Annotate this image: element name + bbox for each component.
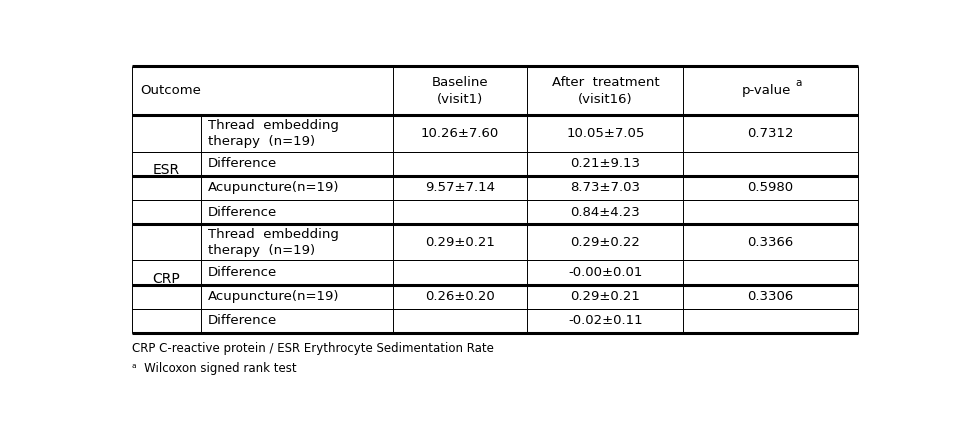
Text: Thread  embedding
therapy  (n=19): Thread embedding therapy (n=19) [208,228,339,257]
Text: Difference: Difference [208,266,277,279]
Text: After  treatment
(visit16): After treatment (visit16) [552,75,660,106]
Text: 0.26±0.20: 0.26±0.20 [426,290,495,303]
Text: Difference: Difference [208,314,277,327]
Text: p-value: p-value [742,84,792,97]
Text: Thread  embedding
therapy  (n=19): Thread embedding therapy (n=19) [208,119,339,148]
Text: 0.84±4.23: 0.84±4.23 [570,206,640,218]
Text: 0.3306: 0.3306 [747,290,794,303]
Text: CRP C-reactive protein / ESR Erythrocyte Sedimentation Rate: CRP C-reactive protein / ESR Erythrocyte… [132,341,493,354]
Text: 8.73±7.03: 8.73±7.03 [570,181,640,194]
Text: 0.5980: 0.5980 [747,181,794,194]
Text: 0.29±0.21: 0.29±0.21 [570,290,640,303]
Text: CRP: CRP [152,272,180,286]
Text: a: a [795,78,802,88]
Text: -0.02±0.11: -0.02±0.11 [568,314,642,327]
Text: 0.7312: 0.7312 [747,127,794,140]
Text: ᵃ  Wilcoxon signed rank test: ᵃ Wilcoxon signed rank test [132,362,297,375]
Text: Acupuncture(n=19): Acupuncture(n=19) [208,290,340,303]
Text: Outcome: Outcome [141,84,201,97]
Text: Acupuncture(n=19): Acupuncture(n=19) [208,181,340,194]
Text: 0.21±9.13: 0.21±9.13 [570,157,640,170]
Text: Baseline
(visit1): Baseline (visit1) [431,75,488,106]
Text: 0.3366: 0.3366 [747,236,794,249]
Text: 10.26±7.60: 10.26±7.60 [421,127,499,140]
Text: 0.29±0.22: 0.29±0.22 [570,236,640,249]
Text: ESR: ESR [152,163,180,177]
Text: 0.29±0.21: 0.29±0.21 [426,236,495,249]
Text: 9.57±7.14: 9.57±7.14 [425,181,495,194]
Text: 10.05±7.05: 10.05±7.05 [566,127,644,140]
Text: Difference: Difference [208,157,277,170]
Text: -0.00±0.01: -0.00±0.01 [568,266,642,279]
Text: Difference: Difference [208,206,277,218]
